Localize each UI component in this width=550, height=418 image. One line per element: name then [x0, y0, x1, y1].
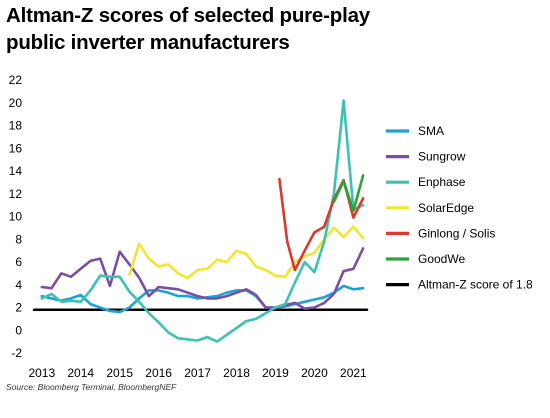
series-line-solaredge	[128, 225, 365, 280]
legend-label: Ginlong / Solis	[418, 226, 495, 240]
x-axis: 2013 2014 2015 2016 2017 2018 2019 2020 2021	[28, 366, 367, 380]
chart-title: Altman-Z scores of selected pure-play pu…	[6, 2, 486, 56]
series-line-goodwe	[332, 174, 365, 213]
x-tick-label: 2020	[301, 366, 328, 380]
series-line-enphase	[40, 99, 365, 343]
y-tick-label: 16	[9, 141, 23, 155]
y-tick-label: -2	[11, 346, 22, 360]
y-tick-label: 0	[15, 323, 22, 337]
series-lines	[32, 99, 369, 343]
x-tick-label: 2016	[145, 366, 172, 380]
legend-label: Altman-Z score of 1.8	[418, 278, 533, 292]
source-note: Source: Bloomberg Terminal, BloombergNEF	[6, 382, 177, 392]
y-tick-label: 12	[9, 187, 23, 201]
series-line-ginlong-solis	[278, 177, 365, 272]
x-tick-label: 2017	[184, 366, 211, 380]
y-tick-label: 4	[15, 278, 22, 292]
chart-title-line-1: Altman-Z scores of selected pure-play	[6, 4, 370, 27]
legend-label: SMA	[418, 124, 444, 138]
x-tick-label: 2018	[223, 366, 250, 380]
y-tick-label: 20	[9, 96, 23, 110]
x-tick-label: 2013	[28, 366, 55, 380]
y-tick-label: 22	[9, 73, 23, 87]
x-tick-label: 2014	[67, 366, 94, 380]
x-tick-label: 2021	[340, 366, 367, 380]
legend-label: SolarEdge	[418, 201, 474, 215]
y-tick-label: 2	[15, 301, 22, 315]
series-line-sungrow	[40, 247, 365, 310]
y-tick-label: 10	[9, 210, 23, 224]
legend-label: Sungrow	[418, 150, 466, 164]
legend: SMA Sungrow Enphase SolarEdge Ginlong / Soli…	[386, 124, 533, 292]
y-tick-label: 14	[9, 164, 23, 178]
y-axis: -2 0 2 4 6 8 10 12 14 16 18 20 22	[9, 73, 23, 360]
legend-label: GoodWe	[418, 252, 465, 266]
x-tick-label: 2019	[262, 366, 289, 380]
chart-title-line-2: public inverter manufacturers	[6, 31, 290, 54]
legend-label: Enphase	[418, 175, 466, 189]
x-tick-label: 2015	[106, 366, 133, 380]
y-tick-label: 6	[15, 255, 22, 269]
y-tick-label: 8	[15, 232, 22, 246]
y-tick-label: 18	[9, 119, 23, 133]
